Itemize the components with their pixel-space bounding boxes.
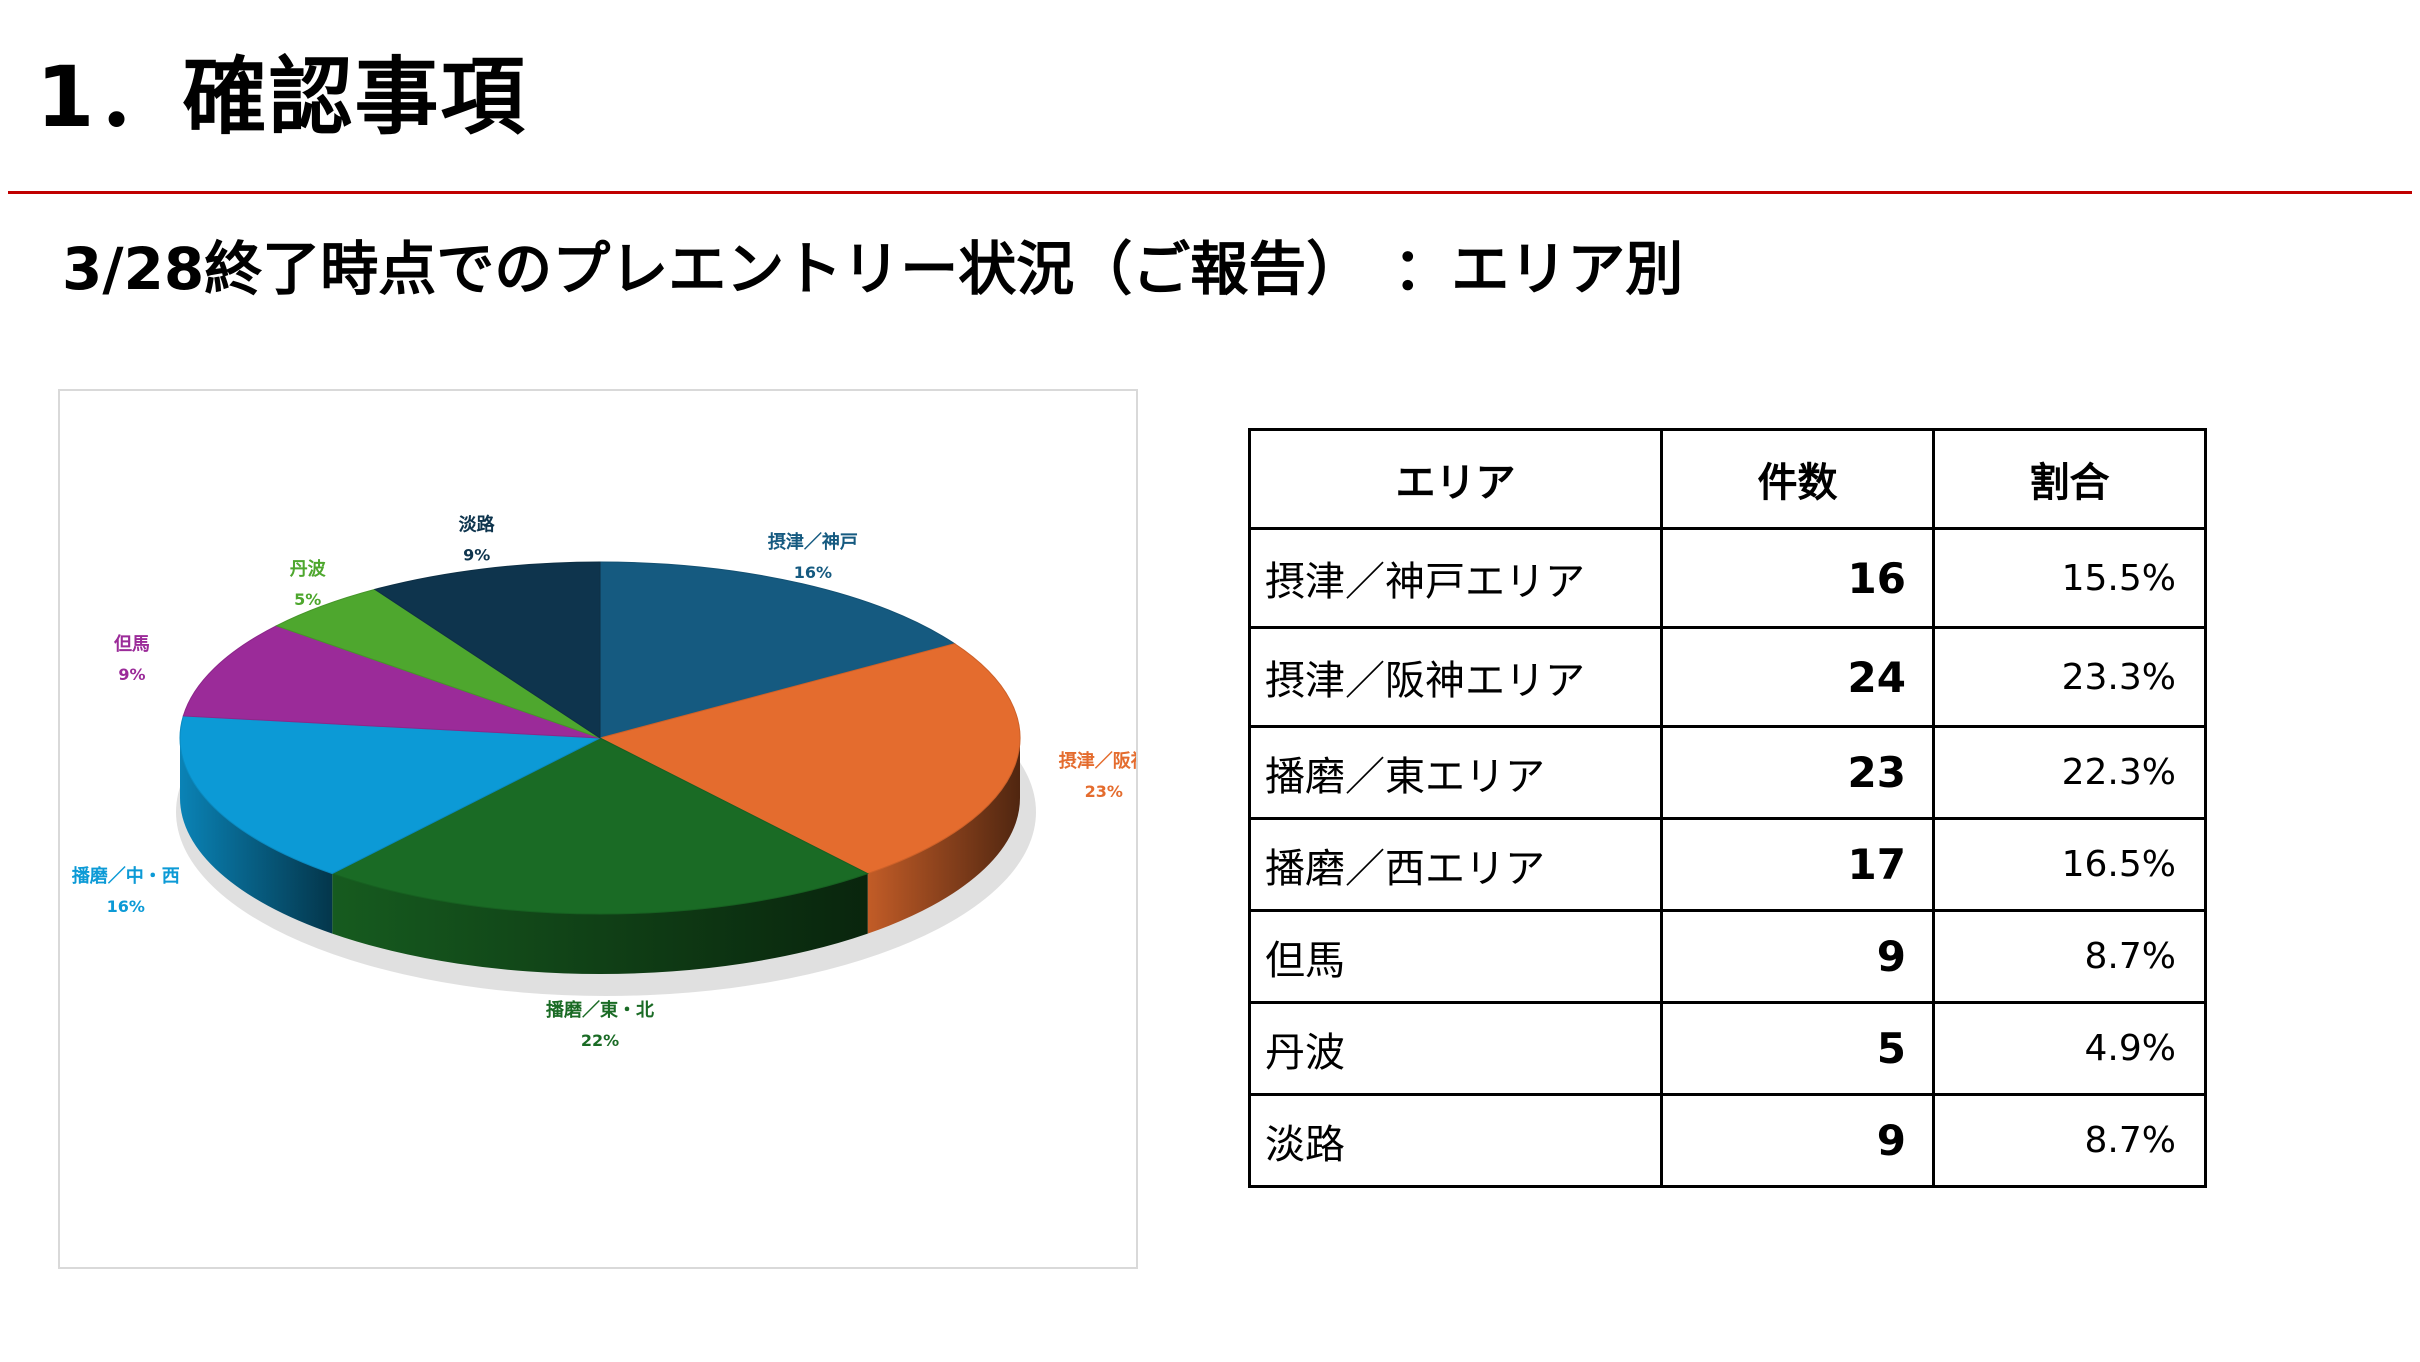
pie-slice: [599, 561, 956, 739]
pie-slice-percent: 22%: [581, 1031, 619, 1050]
cell-ratio: 15.5%: [1932, 527, 2207, 629]
pie-slice-percent: 5%: [294, 590, 321, 609]
pie-slice: [598, 643, 1021, 875]
pie-slice-label: 淡路: [459, 513, 496, 535]
pie-slice-label: 播磨／中・西: [72, 865, 180, 887]
cell-count: 17: [1660, 817, 1935, 912]
pie-slice-percent: 9%: [463, 545, 490, 564]
cell-count: 16: [1660, 527, 1935, 629]
cell-area: 淡路: [1248, 1093, 1663, 1188]
pie-slice: [331, 737, 869, 915]
table-row: 但馬 9 8.7%: [1248, 909, 2207, 1004]
cell-count: 23: [1660, 725, 1935, 820]
pie-chart-frame: 摂津／神戸 16% 摂津／阪神 23% 播磨／東・北 22% 播磨／中・西 16% 但馬 9% 丹波…: [58, 389, 1138, 1269]
table-row: 摂津／阪神エリア 24 23.3%: [1248, 626, 2207, 728]
pie-slice: [373, 561, 601, 739]
slide-subtitle: 3/28終了時点でのプレエントリー状況（ご報告） ：エリア別: [62, 235, 1684, 303]
pie-slice-label: 丹波: [290, 558, 327, 580]
cell-ratio: 8.7%: [1932, 1093, 2207, 1188]
pie-slice-percent: 16%: [107, 897, 145, 916]
header-area: エリア: [1248, 428, 1663, 530]
cell-area: 但馬: [1248, 909, 1663, 1004]
header-ratio: 割合: [1932, 428, 2207, 530]
pie-slice-percent: 9%: [118, 665, 145, 684]
pie-slice-percent: 16%: [794, 563, 832, 582]
title-divider: [8, 191, 2412, 194]
pie-slice-label: 播磨／東・北: [546, 999, 654, 1021]
table-row: 摂津／神戸エリア 16 15.5%: [1248, 527, 2207, 629]
cell-area: 丹波: [1248, 1001, 1663, 1096]
cell-ratio: 16.5%: [1932, 817, 2207, 912]
cell-ratio: 23.3%: [1932, 626, 2207, 728]
header-count: 件数: [1660, 428, 1935, 530]
cell-ratio: 8.7%: [1932, 909, 2207, 1004]
cell-count: 24: [1660, 626, 1935, 728]
pie-slice-label: 摂津／神戸: [768, 531, 858, 553]
pie-slice-side: [867, 738, 1020, 934]
area-summary-table: エリア 件数 割合 摂津／神戸エリア 16 15.5% 摂津／阪神エリア 24 …: [1248, 428, 2207, 1188]
cell-count: 9: [1660, 1093, 1935, 1188]
cell-ratio: 22.3%: [1932, 725, 2207, 820]
cell-count: 5: [1660, 1001, 1935, 1096]
pie-slice-label: 摂津／阪神: [1059, 750, 1136, 772]
pie-slice-percent: 23%: [1085, 782, 1123, 801]
cell-area: 播磨／東エリア: [1248, 725, 1663, 820]
table-row: 丹波 5 4.9%: [1248, 1001, 2207, 1096]
cell-count: 9: [1660, 909, 1935, 1004]
table-header-row: エリア 件数 割合: [1248, 428, 2207, 530]
table-row: 播磨／西エリア 17 16.5%: [1248, 817, 2207, 912]
cell-area: 播磨／西エリア: [1248, 817, 1663, 912]
cell-area: 摂津／神戸エリア: [1248, 527, 1663, 629]
pie-slice: [179, 715, 602, 875]
pie-chart: 摂津／神戸 16% 摂津／阪神 23% 播磨／東・北 22% 播磨／中・西 16% 但馬 9% 丹波…: [72, 513, 1136, 1050]
pie-slice-label: 但馬: [113, 633, 150, 655]
table-row: 淡路 9 8.7%: [1248, 1093, 2207, 1188]
pie-slice: [182, 625, 601, 739]
table-row: 播磨／東エリア 23 22.3%: [1248, 725, 2207, 820]
pie-slice-side: [180, 738, 333, 934]
cell-area: 摂津／阪神エリア: [1248, 626, 1663, 728]
pie-slice-side: [332, 873, 868, 974]
slide-title: 1．確認事項: [36, 48, 527, 146]
cell-ratio: 4.9%: [1932, 1001, 2207, 1096]
